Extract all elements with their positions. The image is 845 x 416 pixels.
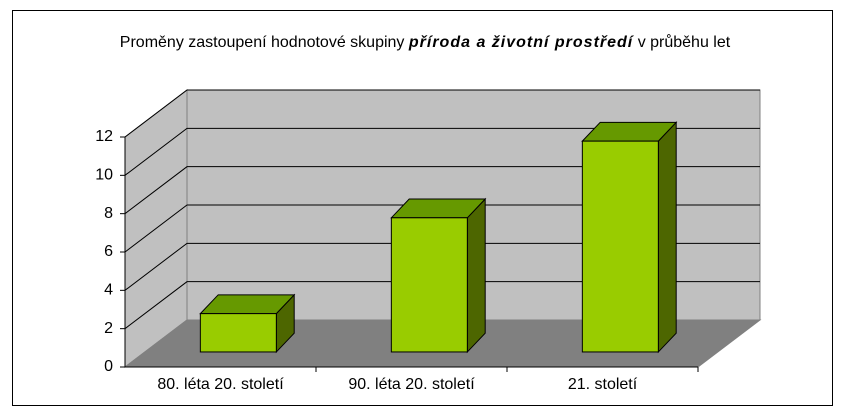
grid-line <box>124 242 760 291</box>
title-emphasis: příroda a životní prostředí <box>408 34 634 51</box>
y-tick-label: 0 <box>104 358 113 375</box>
y-tick-label: 4 <box>104 282 113 299</box>
x-tick-label: 21. století <box>568 376 638 393</box>
y-tick-label: 2 <box>104 320 113 337</box>
x-tick-label: 90. léta 20. století <box>348 376 475 393</box>
y-tick-label: 8 <box>104 205 113 222</box>
title-text: Proměny zastoupení hodnotové skupiny <box>119 34 405 51</box>
grid-line <box>124 281 760 330</box>
grid-line <box>124 127 760 176</box>
y-tick-label: 6 <box>104 243 113 260</box>
grid-line <box>124 166 760 215</box>
grid-line <box>124 204 760 253</box>
y-tick-label: 12 <box>95 128 113 145</box>
bar-side <box>657 121 677 354</box>
title-text: v průběhu let <box>637 34 731 51</box>
bar <box>581 140 659 353</box>
grid-line <box>124 89 760 138</box>
bar <box>199 313 277 353</box>
bar <box>390 217 468 353</box>
x-tick-label: 80. léta 20. století <box>157 376 284 393</box>
y-tick-label: 10 <box>95 167 113 184</box>
bar-side <box>466 197 486 354</box>
chart-title: Proměny zastoupení hodnotové skupiny pří… <box>105 30 745 56</box>
